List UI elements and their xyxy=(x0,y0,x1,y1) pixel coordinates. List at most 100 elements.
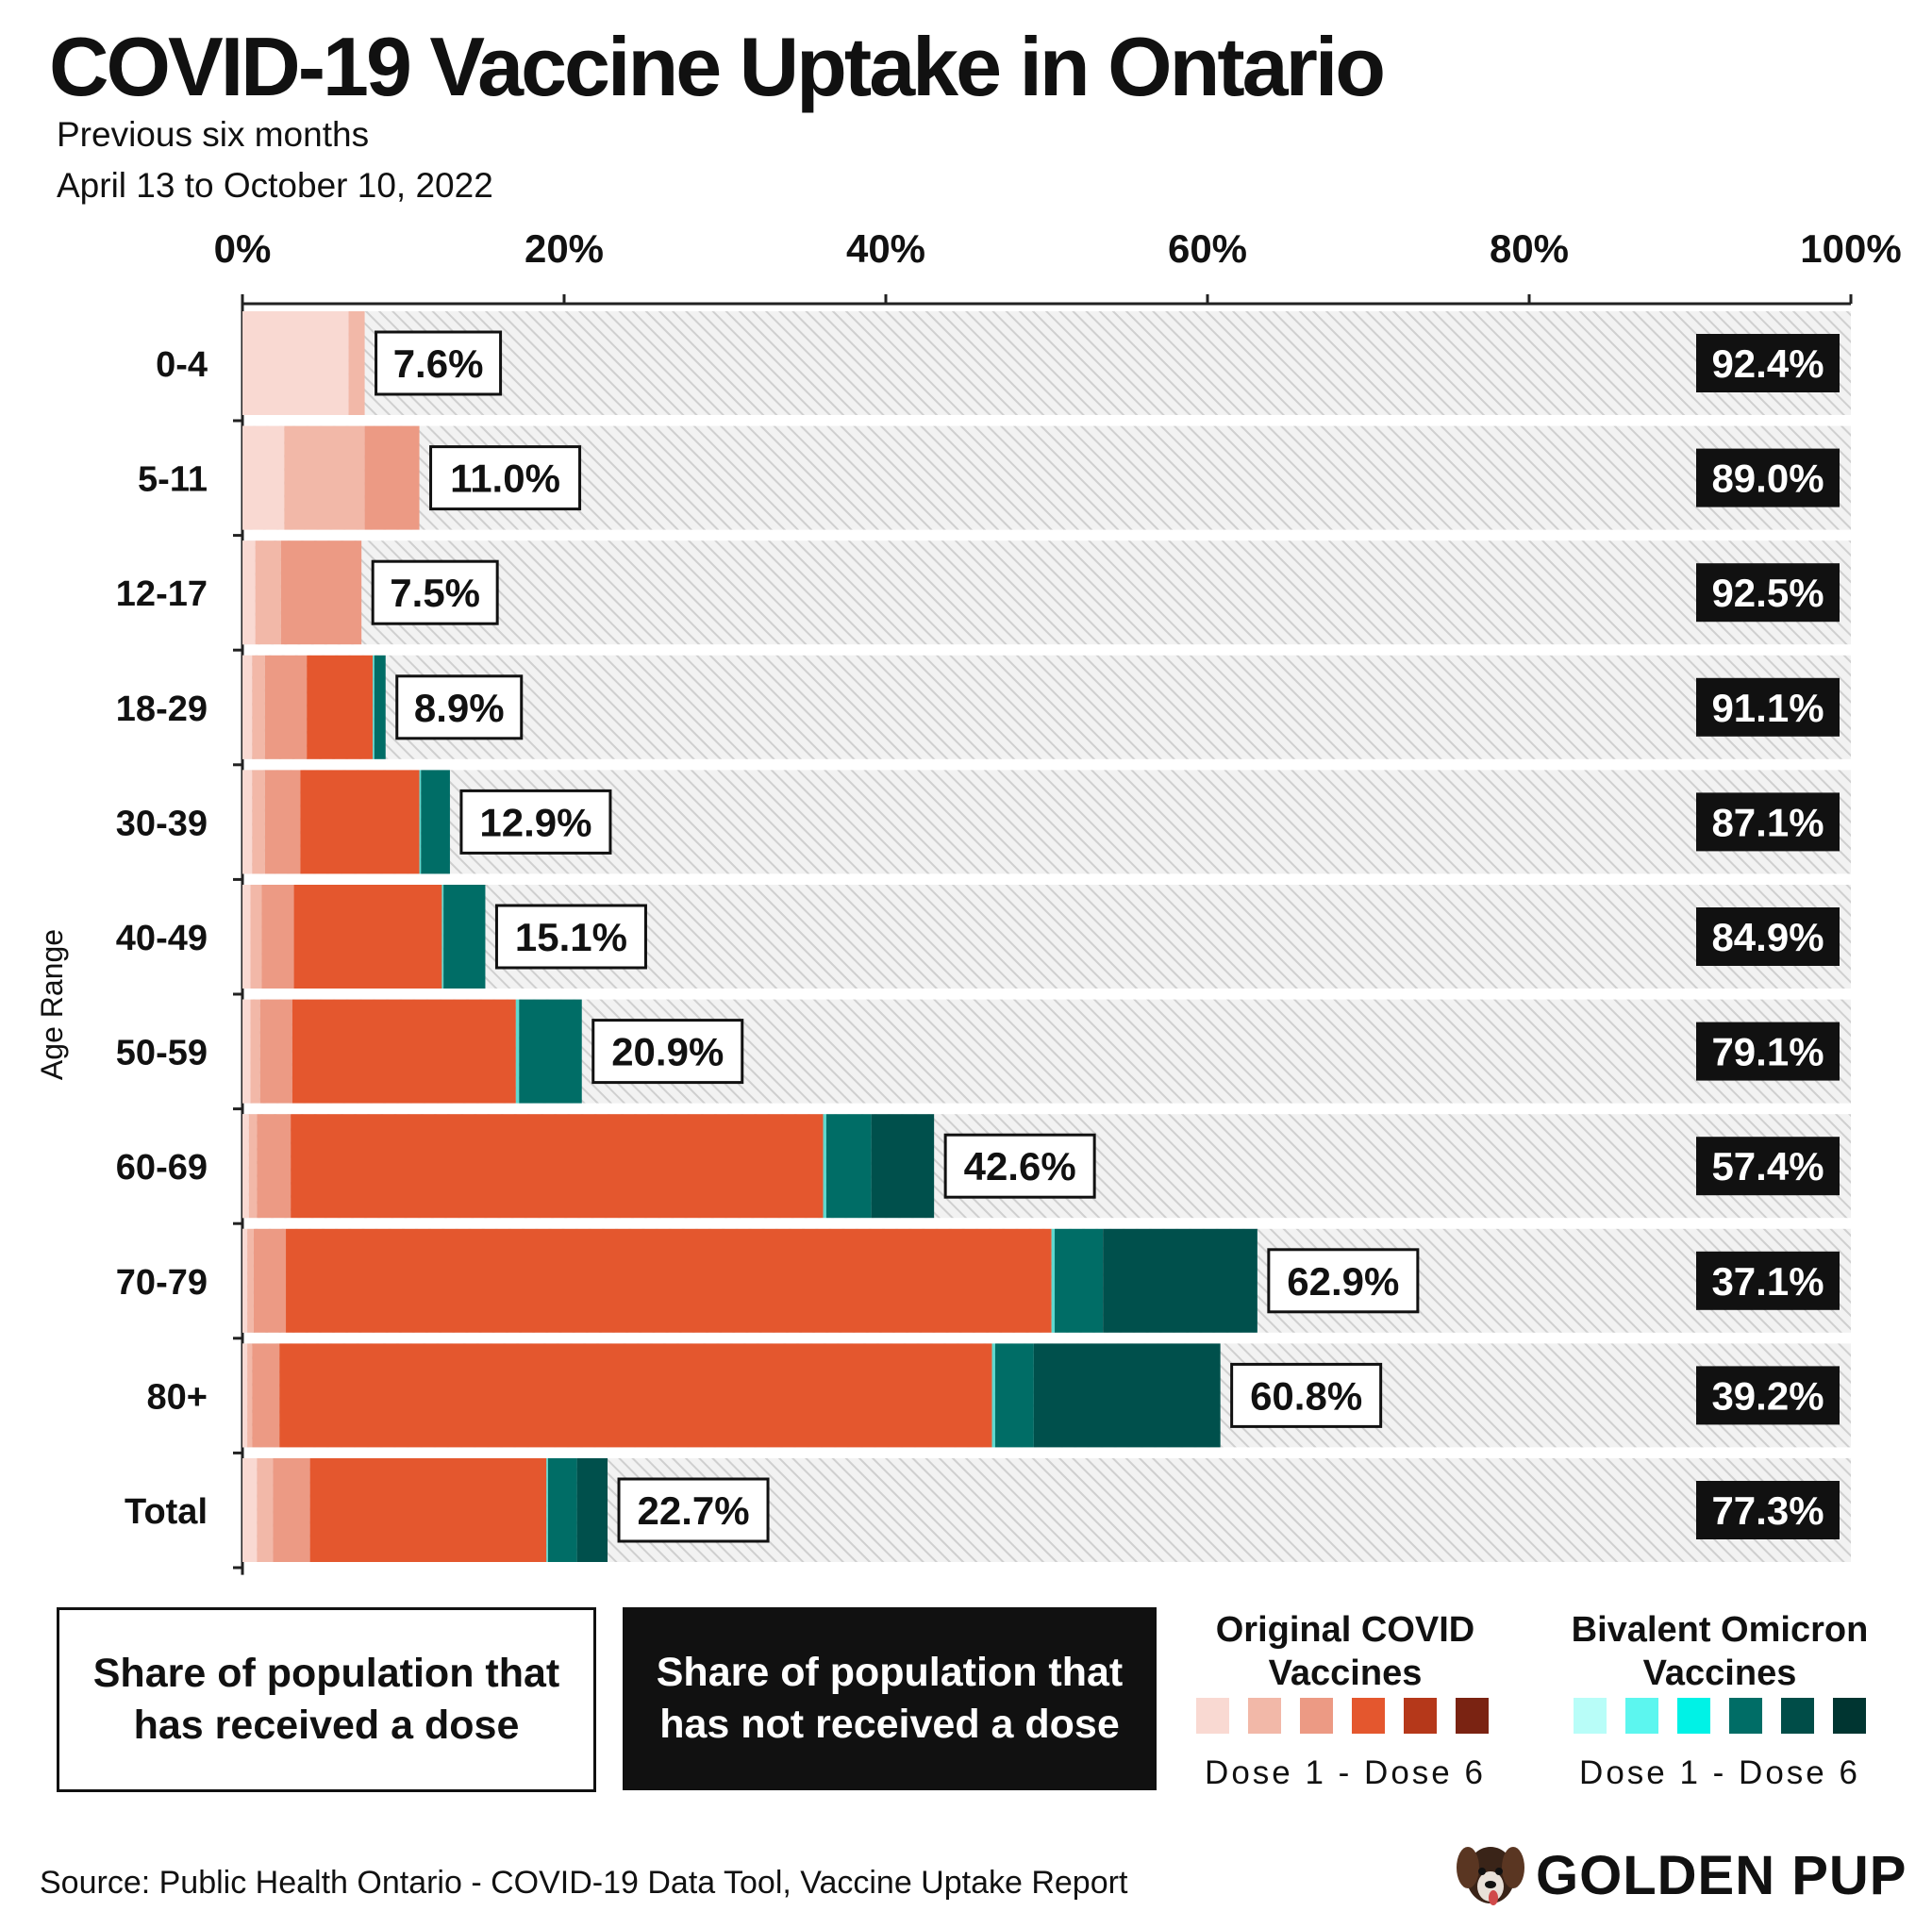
bar-segment-original-dose-4 xyxy=(279,1343,992,1448)
category-label: 5-11 xyxy=(138,460,208,500)
not-received-label-box xyxy=(1696,448,1840,507)
x-tick-label: 20% xyxy=(525,226,604,271)
dog-head-icon xyxy=(1457,1847,1524,1905)
received-label-box xyxy=(371,559,499,625)
legend-bivalent-dose-range: Dose 1 - Dose 6 xyxy=(1579,1754,1860,1791)
x-tick-label: 0% xyxy=(214,226,272,271)
bar-segment-original-dose-2 xyxy=(257,1458,274,1562)
not-received-value-label: 92.4% xyxy=(1711,341,1824,386)
bar-segment-original-dose-1 xyxy=(242,311,349,415)
not-received-label-box xyxy=(1696,792,1840,852)
received-label-box xyxy=(395,674,524,740)
category-label: 60-69 xyxy=(116,1148,208,1188)
bar-segment-original-dose-4 xyxy=(293,885,442,989)
source-note: Source: Public Health Ontario - COVID-19… xyxy=(40,1865,1128,1901)
legend-bivalent-swatch-dose-2 xyxy=(1625,1698,1658,1734)
legend-original-swatch-dose-6 xyxy=(1456,1698,1489,1734)
bar-segment-original-dose-2 xyxy=(348,311,365,415)
bar-segment-bivalent-dose-2 xyxy=(374,655,386,759)
legend-original-swatch-dose-1 xyxy=(1196,1698,1229,1734)
bar-segment-original-dose-3 xyxy=(280,540,362,645)
bar-segment-bivalent-dose-3 xyxy=(1103,1228,1257,1333)
bar-segment-original-dose-1 xyxy=(242,1114,249,1219)
not-received-label-box xyxy=(1696,907,1840,966)
bar-segment-original-dose-1 xyxy=(242,1228,248,1333)
legend-bivalent-swatch-dose-5 xyxy=(1781,1698,1814,1734)
received-label-box xyxy=(943,1133,1096,1199)
not-received-value-label: 39.2% xyxy=(1711,1373,1824,1418)
bar-segment-original-dose-3 xyxy=(259,999,292,1104)
bar-segment-bivalent-dose-1 xyxy=(823,1114,826,1219)
x-tick-label: 60% xyxy=(1168,226,1247,271)
bar-segment-original-dose-2 xyxy=(250,885,262,989)
not-received-value-label: 87.1% xyxy=(1711,800,1824,844)
vaccine-uptake-bar-chart: 0% 20% 40% 60% 80% 100% Age Range 0-4 7.6% 92.4% 5… xyxy=(35,226,1902,1575)
received-label-box xyxy=(494,904,647,970)
bar-segment-original-dose-2 xyxy=(255,540,281,645)
received-value-label: 60.8% xyxy=(1250,1373,1362,1418)
bar-segment-original-dose-1 xyxy=(242,999,251,1104)
bar-segment-original-dose-3 xyxy=(364,425,420,530)
x-tick-label: 40% xyxy=(846,226,925,271)
not-received-label-box xyxy=(1696,1137,1840,1196)
bar-segment-original-dose-1 xyxy=(242,655,253,759)
not-received-value-label: 37.1% xyxy=(1711,1259,1824,1304)
bar-segment-original-dose-1 xyxy=(242,885,251,989)
bar-segment-bivalent-dose-2 xyxy=(421,770,450,874)
bar-segment-original-dose-2 xyxy=(252,655,265,759)
legend-original-dose-range: Dose 1 - Dose 6 xyxy=(1205,1754,1486,1791)
received-value-label: 15.1% xyxy=(515,915,627,959)
bar-segment-original-dose-3 xyxy=(264,655,308,759)
not-received-value-label: 89.0% xyxy=(1711,457,1824,501)
bar-segment-original-dose-2 xyxy=(250,999,260,1104)
category-label: 12-17 xyxy=(116,574,208,614)
brand-name: GOLDEN PUP xyxy=(1536,1844,1907,1906)
chart-subtitle-dates: April 13 to October 10, 2022 xyxy=(57,166,493,205)
received-value-label: 7.6% xyxy=(393,341,484,386)
not-received-label-box xyxy=(1696,334,1840,392)
bar-segment-bivalent-dose-1 xyxy=(515,999,520,1104)
bar-segment-original-dose-2 xyxy=(247,1343,253,1448)
legend-bivalent-swatch-dose-6 xyxy=(1833,1698,1866,1734)
bar-segment-original-dose-1 xyxy=(242,1458,258,1562)
received-value-label: 42.6% xyxy=(964,1144,1076,1188)
bar-segment-bivalent-dose-1 xyxy=(373,655,375,759)
legend-original-swatch-dose-4 xyxy=(1352,1698,1385,1734)
bar-segment-original-dose-4 xyxy=(286,1228,1052,1333)
x-tick-label: 100% xyxy=(1800,226,1901,271)
bar-segment-bivalent-dose-2 xyxy=(519,999,582,1104)
bar-segment-original-dose-4 xyxy=(291,999,516,1104)
received-value-label: 62.9% xyxy=(1287,1259,1399,1304)
received-label-box xyxy=(429,445,582,511)
legend-original-swatch-dose-5 xyxy=(1404,1698,1437,1734)
not-received-label-box xyxy=(1696,1251,1840,1310)
not-received-label-box xyxy=(1696,563,1840,623)
bar-segment-bivalent-dose-2 xyxy=(443,885,486,989)
received-label-box xyxy=(375,330,503,396)
x-tick-label: 80% xyxy=(1490,226,1569,271)
legend-original-swatches xyxy=(1196,1698,1489,1734)
received-value-label: 7.5% xyxy=(390,571,480,615)
bar-segment-original-dose-1 xyxy=(242,770,253,874)
category-label: 80+ xyxy=(147,1377,208,1417)
category-label: 50-59 xyxy=(116,1034,208,1073)
bar-segment-original-dose-4 xyxy=(291,1114,824,1219)
bar-segment-bivalent-dose-1 xyxy=(546,1458,548,1562)
not-received-label-box xyxy=(1696,1022,1840,1081)
received-value-label: 8.9% xyxy=(414,686,505,730)
received-label-box xyxy=(617,1477,770,1543)
legend-original-swatch-dose-3 xyxy=(1300,1698,1333,1734)
bar-segment-original-dose-3 xyxy=(252,1343,280,1448)
y-axis-title: Age Range xyxy=(35,929,69,1080)
bar-segment-original-dose-4 xyxy=(300,770,420,874)
not-received-value-label: 79.1% xyxy=(1711,1030,1824,1074)
not-received-label-box xyxy=(1696,1366,1840,1425)
not-received-value-label: 84.9% xyxy=(1711,915,1824,959)
brand-logo: GOLDEN PUP xyxy=(1453,1839,1907,1911)
bar-segment-original-dose-2 xyxy=(252,770,265,874)
bar-segment-bivalent-dose-1 xyxy=(441,885,444,989)
legend-original-swatch-dose-2 xyxy=(1248,1698,1281,1734)
received-value-label: 11.0% xyxy=(450,457,560,501)
legend-original-title: Original COVID Vaccines xyxy=(1215,1610,1475,1693)
not-received-bar xyxy=(242,540,1851,645)
